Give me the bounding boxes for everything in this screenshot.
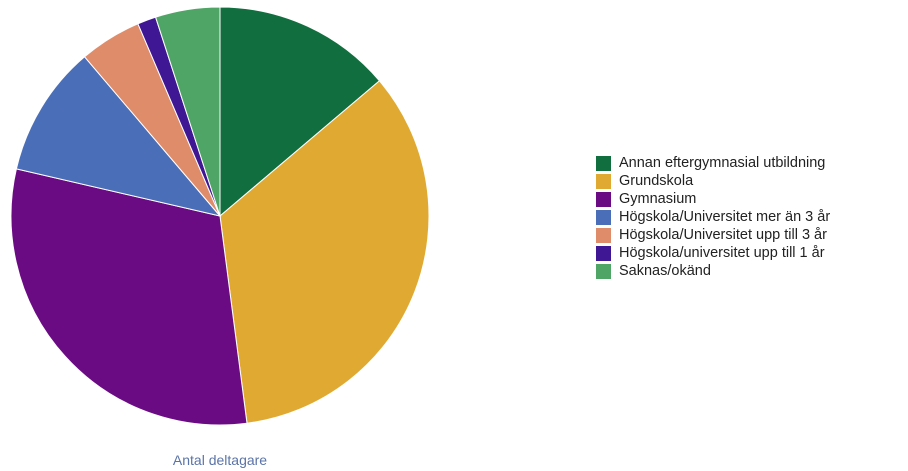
legend-swatch <box>596 155 611 171</box>
legend-label: Saknas/okänd <box>619 263 711 279</box>
legend-item-6: Högskola/universitet upp till 1 år <box>596 244 830 262</box>
legend-label: Annan eftergymnasial utbildning <box>619 155 826 171</box>
chart-caption: Antal deltagare <box>172 452 268 468</box>
legend-label: Högskola/Universitet upp till 3 år <box>619 227 827 243</box>
legend-swatch <box>596 191 611 207</box>
pie-slice-1 <box>219 6 381 218</box>
pie-chart <box>10 6 430 426</box>
legend-item-5: Högskola/Universitet upp till 3 år <box>596 226 830 244</box>
pie-slice-7 <box>154 6 221 217</box>
pie-slice-4 <box>15 56 222 217</box>
legend-item-1: Annan eftergymnasial utbildning <box>596 154 830 172</box>
legend-swatch <box>596 209 611 225</box>
legend-item-3: Gymnasium <box>596 190 830 208</box>
chart-legend: Annan eftergymnasial utbildning Grundskol… <box>596 154 830 280</box>
legend-label: Grundskola <box>619 173 694 189</box>
legend-label: Gymnasium <box>619 191 697 207</box>
legend-swatch <box>596 173 611 189</box>
pie-slice-2 <box>219 80 430 424</box>
legend-label: Högskola/Universitet mer än 3 år <box>619 209 831 225</box>
pie-slice-3 <box>10 168 248 426</box>
legend-item-2: Grundskola <box>596 172 830 190</box>
legend-item-4: Högskola/Universitet mer än 3 år <box>596 208 830 226</box>
legend-swatch <box>596 227 611 243</box>
legend-item-7: Saknas/okänd <box>596 262 830 280</box>
legend-swatch <box>596 263 611 279</box>
legend-swatch <box>596 245 611 261</box>
legend-label: Högskola/universitet upp till 1 år <box>619 245 825 261</box>
